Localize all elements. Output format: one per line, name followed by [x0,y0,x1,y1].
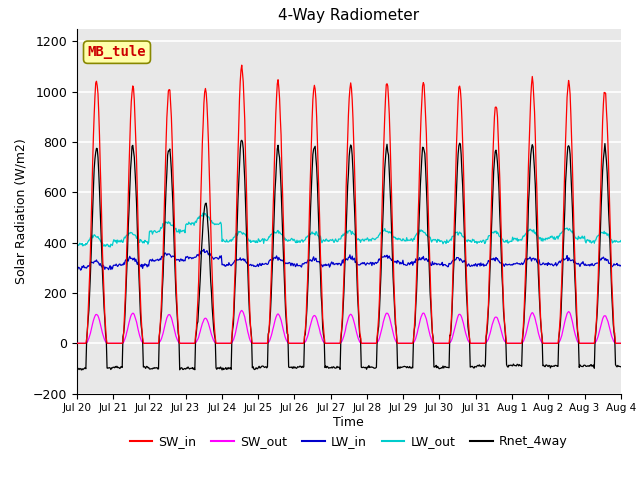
Y-axis label: Solar Radiation (W/m2): Solar Radiation (W/m2) [14,138,27,284]
Title: 4-Way Radiometer: 4-Way Radiometer [278,9,419,24]
Rnet_4way [223,366,231,372]
SW_in [194,298,202,303]
SW_out [139,340,147,346]
LW_in [195,253,202,259]
Rnet_4way [77,367,85,373]
LW_out [195,216,202,221]
Rnet_4way [73,366,81,372]
LW_out [199,210,207,216]
SW_out [83,340,90,346]
LW_out [417,228,424,234]
LW_out [83,241,90,247]
SW_in [238,62,246,68]
SW_out [223,340,230,346]
SW_out [194,336,202,342]
SW_out [617,340,625,346]
Line: Rnet_4way: Rnet_4way [77,140,621,370]
LW_out [73,242,81,248]
LW_in [140,262,147,268]
LW_out [617,238,625,243]
LW_in [77,267,84,273]
Line: SW_in: SW_in [77,65,621,343]
SW_in [83,336,90,342]
Rnet_4way [140,364,147,370]
LW_in [617,263,625,268]
SW_out [73,340,81,346]
LW_in [200,246,208,252]
LW_out [106,244,114,250]
SW_in [139,335,147,340]
SW_in [223,340,230,346]
LW_out [433,238,440,243]
Rnet_4way [417,183,424,189]
Rnet_4way [195,305,202,311]
Legend: SW_in, SW_out, LW_in, LW_out, Rnet_4way: SW_in, SW_out, LW_in, LW_out, Rnet_4way [125,430,573,453]
Line: SW_out: SW_out [77,311,621,343]
LW_out [140,239,147,244]
LW_in [224,263,232,268]
SW_in [431,340,439,346]
SW_out [416,320,424,325]
SW_in [617,340,625,346]
X-axis label: Time: Time [333,416,364,429]
Rnet_4way [433,362,440,368]
LW_in [433,261,440,266]
LW_in [84,264,92,269]
LW_in [417,257,424,263]
Line: LW_in: LW_in [77,249,621,270]
Line: LW_out: LW_out [77,213,621,247]
LW_in [73,265,81,271]
Rnet_4way [238,137,246,143]
SW_out [238,308,246,313]
Rnet_4way [617,364,625,370]
Text: MB_tule: MB_tule [88,45,147,59]
SW_in [73,340,81,346]
Rnet_4way [84,326,92,332]
SW_in [416,163,424,168]
SW_out [431,340,439,346]
LW_out [224,239,232,245]
